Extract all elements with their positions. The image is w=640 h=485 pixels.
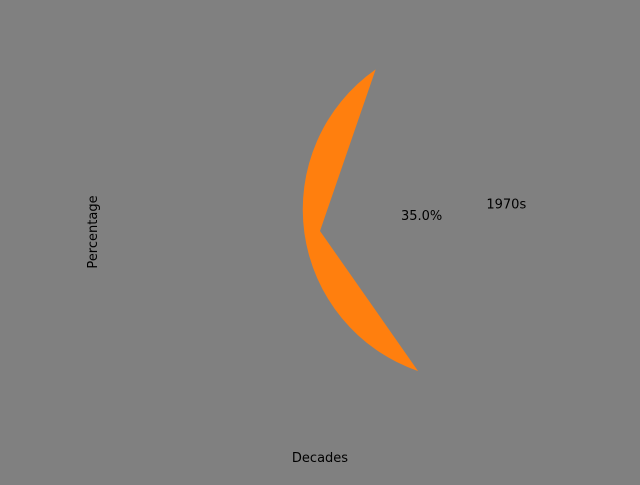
y-axis-label: Percentage [86, 195, 101, 268]
pie-slice-category-label: 1970s [486, 197, 526, 212]
x-axis-label: Decades [292, 451, 348, 466]
pie-slice-percent-label: 35.0% [401, 209, 442, 224]
pie-slice-1970s [302, 69, 419, 372]
pie-slices: 35.0% 1970s [302, 69, 526, 372]
